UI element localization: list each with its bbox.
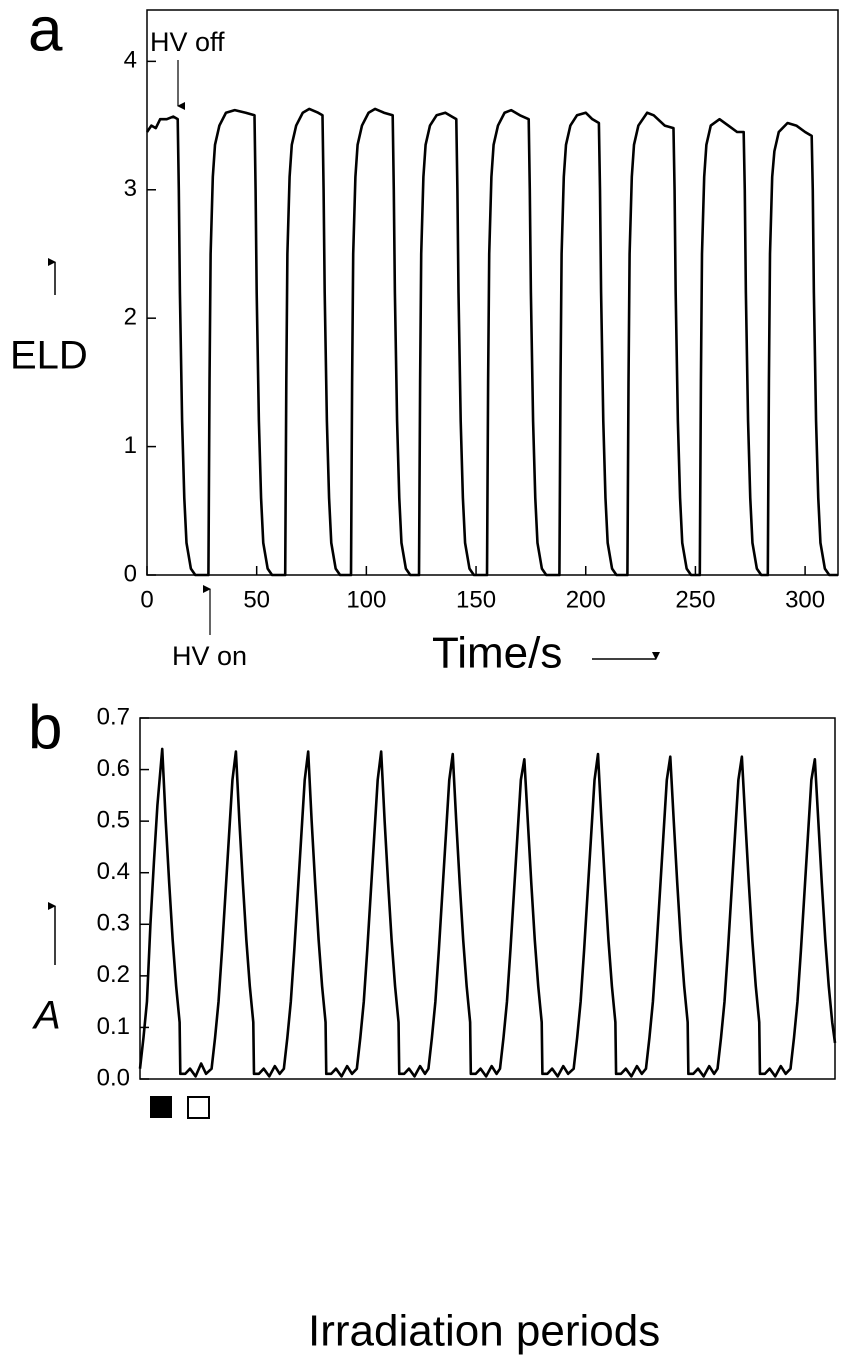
y-tick-label: 0 bbox=[124, 560, 137, 587]
y-tick-label: 4 bbox=[124, 47, 137, 74]
y-tick-label: 0.2 bbox=[97, 961, 130, 988]
panel-label: b bbox=[28, 693, 62, 762]
y-axis-label: ELD bbox=[10, 334, 88, 378]
legend-square-open bbox=[187, 1096, 210, 1119]
y-axis-label: A bbox=[32, 994, 61, 1038]
panel-label: a bbox=[28, 0, 63, 64]
data-line bbox=[138, 747, 837, 1078]
x-tick-label: 250 bbox=[675, 586, 715, 613]
y-tick-label: 0.4 bbox=[97, 858, 130, 885]
plot-frame bbox=[146, 9, 839, 576]
data-line bbox=[145, 107, 838, 577]
x-tick-label: 200 bbox=[566, 586, 606, 613]
y-tick-label: 0.1 bbox=[97, 1013, 130, 1040]
x-tick-label: 50 bbox=[243, 586, 270, 613]
y-tick-label: 0.5 bbox=[97, 806, 130, 833]
x-axis-label: Irradiation periods bbox=[308, 1307, 660, 1356]
x-tick-label: 0 bbox=[140, 586, 153, 613]
legend-square-filled bbox=[150, 1096, 172, 1118]
y-tick-label: 0.6 bbox=[97, 755, 130, 782]
plot-frame bbox=[139, 717, 836, 1080]
x-tick-label: 300 bbox=[785, 586, 825, 613]
annotation: HV on bbox=[172, 641, 247, 671]
y-tick-label: 0.0 bbox=[97, 1064, 130, 1091]
x-tick-label: 150 bbox=[456, 586, 496, 613]
y-tick-label: 0.3 bbox=[97, 910, 130, 937]
y-tick-label: 0.7 bbox=[97, 703, 130, 730]
annotation: HV off bbox=[150, 27, 225, 57]
x-axis-label: Time/s bbox=[432, 629, 562, 678]
y-tick-label: 1 bbox=[124, 432, 137, 459]
x-tick-label: 100 bbox=[346, 586, 386, 613]
y-tick-label: 2 bbox=[124, 304, 137, 331]
y-tick-label: 3 bbox=[124, 175, 137, 202]
